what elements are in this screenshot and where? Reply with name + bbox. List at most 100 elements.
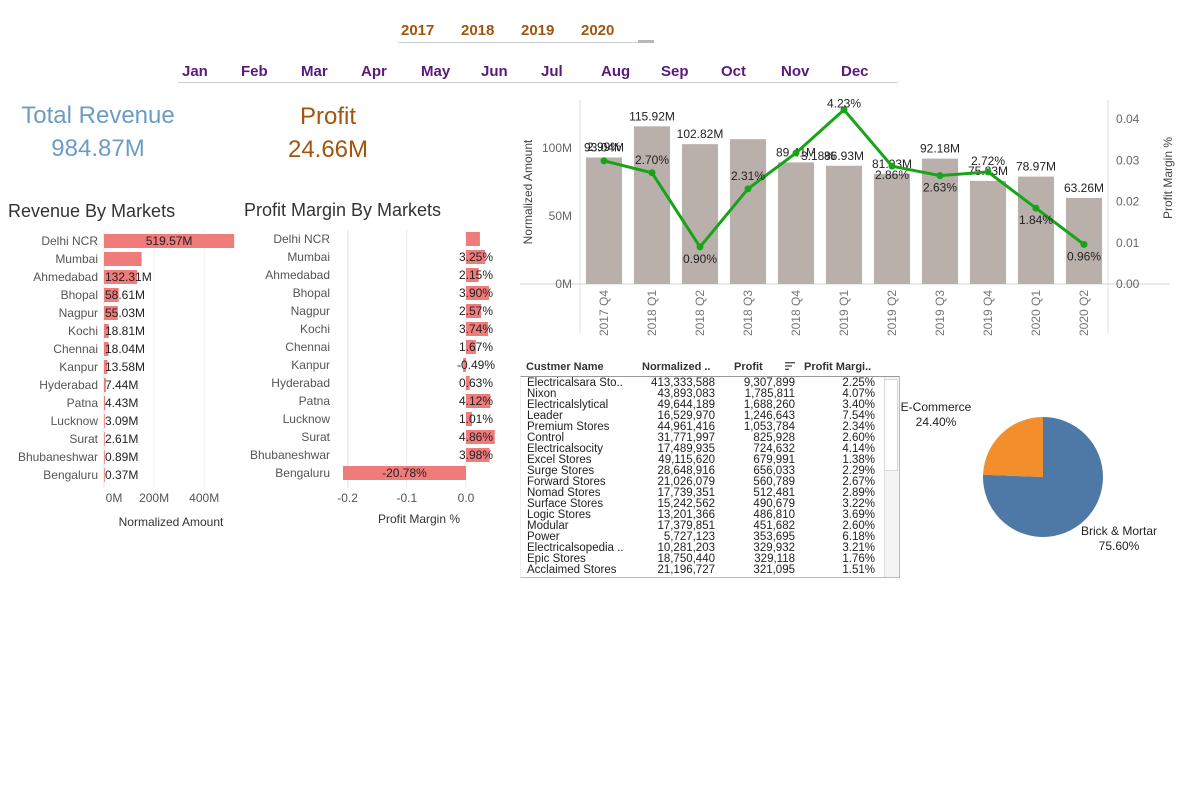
table-row[interactable]: Control 31,771,997 825,928 2.60% (521, 432, 881, 444)
margin-bar-delhi-ncr[interactable] (466, 232, 480, 246)
revenue-bar-ahmedabad[interactable] (104, 270, 138, 284)
table-row[interactable]: Logic Stores 13,201,366 486,810 3.69% (521, 509, 881, 521)
quarter-bar-2018-q4[interactable] (778, 162, 814, 284)
table-row[interactable]: Nomad Stores 17,739,351 512,481 2.89% (521, 487, 881, 499)
table-row[interactable]: Power 5,727,123 353,695 6.18% (521, 531, 881, 543)
month-filter[interactable]: Jan Feb Mar Apr May Jun Jul Aug Sep Oct Nov Dec (178, 58, 898, 84)
margin-bar-bengaluru[interactable] (342, 466, 466, 480)
pie-slice-e-commerce[interactable] (983, 417, 1043, 477)
revenue-bar-delhi-ncr[interactable] (104, 234, 235, 248)
profit-margin-point-2018-q3[interactable] (744, 185, 752, 193)
quarter-bar-2019-q1[interactable] (826, 165, 862, 284)
month-option-oct[interactable]: Oct (721, 63, 747, 80)
quarter-bar-2020-q1[interactable] (1018, 176, 1054, 284)
table-row[interactable]: Surface Stores 15,242,562 490,679 3.22% (521, 498, 881, 510)
column-header-normalized-amount[interactable]: Normalized .. (642, 361, 711, 373)
margin-bar-surat[interactable] (466, 430, 495, 444)
profit-margin-point-2019-q2[interactable] (888, 162, 896, 170)
month-option-jun[interactable]: Jun (481, 63, 508, 80)
margin-bar-chennai[interactable] (466, 340, 476, 354)
sort-descending-icon[interactable] (785, 361, 795, 371)
month-option-sep[interactable]: Sep (661, 63, 689, 80)
quarterly-trend-chart[interactable]: 0M 50M 100M 0.00 0.01 0.02 0.03 0.04 Normalized … (516, 96, 1200, 346)
year-filter-scrollbar[interactable] (638, 40, 654, 43)
customer-table[interactable]: Custmer Name Normalized .. Profit Profit… (520, 358, 900, 578)
table-row[interactable]: Nixon 43,893,083 1,785,811 4.07% (521, 388, 881, 400)
table-row[interactable]: Epic Stores 18,750,440 329,118 1.76% (521, 553, 881, 565)
profit-margin-by-markets-chart[interactable]: Delhi NCR Mumbai 3.25% Ahmedabad 2.15% Bhopal… (240, 226, 510, 536)
month-option-aug[interactable]: Aug (601, 63, 631, 80)
margin-bar-patna[interactable] (466, 394, 491, 408)
margin-bar-hyderabad[interactable] (466, 376, 470, 390)
year-option-2020[interactable]: 2020 (581, 22, 615, 39)
quarter-bar-2018-q1[interactable] (634, 126, 670, 284)
month-option-jul[interactable]: Jul (541, 63, 563, 80)
month-option-jan[interactable]: Jan (182, 63, 208, 80)
margin-bar-lucknow[interactable] (466, 412, 472, 426)
revenue-bar-chennai[interactable] (104, 342, 109, 356)
month-option-nov[interactable]: Nov (781, 63, 810, 80)
quarter-bar-2019-q2[interactable] (874, 173, 910, 284)
quarter-bar-2019-q4[interactable] (970, 180, 1006, 284)
quarter-bar-2018-q2[interactable] (682, 144, 718, 284)
revenue-bar-bhubaneshwar[interactable] (104, 450, 105, 464)
table-row[interactable]: Electricalslytical 49,644,189 1,688,260 3.4… (521, 399, 881, 411)
table-row[interactable]: Premium Stores 44,961,416 1,053,784 2.34% (521, 421, 881, 433)
margin-bar-ahmedabad[interactable] (466, 268, 479, 282)
revenue-bar-lucknow[interactable] (104, 414, 105, 428)
profit-margin-point-2019-q1[interactable] (840, 106, 848, 114)
margin-bar-kochi[interactable] (466, 322, 489, 336)
revenue-by-markets-chart[interactable]: Delhi NCR 519.57M Mumbai Ahmedabad 132.31M Bh… (0, 226, 240, 536)
profit-margin-point-2018-q2[interactable] (696, 243, 704, 251)
quarter-bar-2018-q3[interactable] (730, 139, 766, 284)
profit-margin-point-2018-q4[interactable] (792, 149, 800, 157)
column-header-profit[interactable]: Profit (734, 361, 763, 373)
revenue-bar-mumbai[interactable] (104, 252, 142, 266)
month-option-may[interactable]: May (421, 63, 451, 80)
profit-margin-point-2020-q2[interactable] (1080, 240, 1088, 248)
table-row[interactable]: Acclaimed Stores 21,196,727 321,095 1.51% (521, 564, 881, 576)
year-option-2017[interactable]: 2017 (401, 22, 435, 39)
margin-bar-nagpur[interactable] (466, 304, 482, 318)
profit-margin-point-2018-q1[interactable] (648, 169, 656, 177)
revenue-bar-bhopal[interactable] (104, 288, 119, 302)
revenue-bar-patna[interactable] (104, 396, 106, 410)
profit-margin-point-2019-q3[interactable] (936, 172, 944, 180)
table-row[interactable]: Modular 17,379,851 451,682 2.60% (521, 520, 881, 532)
revenue-bar-kochi[interactable] (104, 324, 109, 338)
margin-bar-mumbai[interactable] (466, 250, 486, 264)
revenue-bar-surat[interactable] (104, 432, 105, 446)
table-row[interactable]: Electricalsara Sto.. 413,333,588 9,307,899… (521, 377, 881, 389)
column-header-profit-margin[interactable]: Profit Margi.. (804, 361, 872, 373)
table-body[interactable]: Electricalsara Sto.. 413,333,588 9,307,899… (520, 376, 900, 578)
year-option-2019[interactable]: 2019 (521, 22, 555, 39)
table-row[interactable]: Leader 16,529,970 1,246,643 7.54% (521, 410, 881, 422)
profit-margin-point-2019-q4[interactable] (984, 168, 992, 176)
year-option-2018[interactable]: 2018 (461, 22, 495, 39)
table-row[interactable]: Electricalsocity 17,489,935 724,632 4.14% (521, 443, 881, 455)
margin-bar-kanpur[interactable] (463, 358, 466, 372)
column-header-customer-name[interactable]: Custmer Name (526, 361, 604, 373)
revenue-bar-hyderabad[interactable] (104, 378, 106, 392)
profit-margin-point-2020-q1[interactable] (1032, 204, 1040, 212)
revenue-bar-nagpur[interactable] (104, 306, 118, 320)
margin-bar-bhubaneshwar[interactable] (466, 448, 490, 462)
year-filter[interactable]: 2017 2018 2019 2020 (398, 18, 656, 44)
table-row[interactable]: Electricalsopedia .. 10,281,203 329,932 3.2… (521, 542, 881, 554)
table-scrollbar[interactable] (884, 377, 899, 577)
margin-bar-bhopal[interactable] (466, 286, 490, 300)
month-option-apr[interactable]: Apr (361, 63, 387, 80)
table-scrollbar-thumb[interactable] (884, 379, 898, 471)
month-option-dec[interactable]: Dec (841, 63, 869, 80)
quarter-bar-2017-q4[interactable] (586, 157, 622, 284)
table-row[interactable]: Forward Stores 21,026,079 560,789 2.67% (521, 476, 881, 488)
profit-margin-point-2017-q4[interactable] (600, 157, 608, 165)
quarter-bar-2019-q3[interactable] (922, 158, 958, 284)
month-option-mar[interactable]: Mar (301, 63, 328, 80)
revenue-bar-kanpur[interactable] (104, 360, 108, 374)
table-row[interactable]: Surge Stores 28,648,916 656,033 2.29% (521, 465, 881, 477)
month-option-feb[interactable]: Feb (241, 63, 268, 80)
table-row[interactable]: Excel Stores 49,115,620 679,991 1.38% (521, 454, 881, 466)
revenue-bar-bengaluru[interactable] (104, 468, 105, 482)
